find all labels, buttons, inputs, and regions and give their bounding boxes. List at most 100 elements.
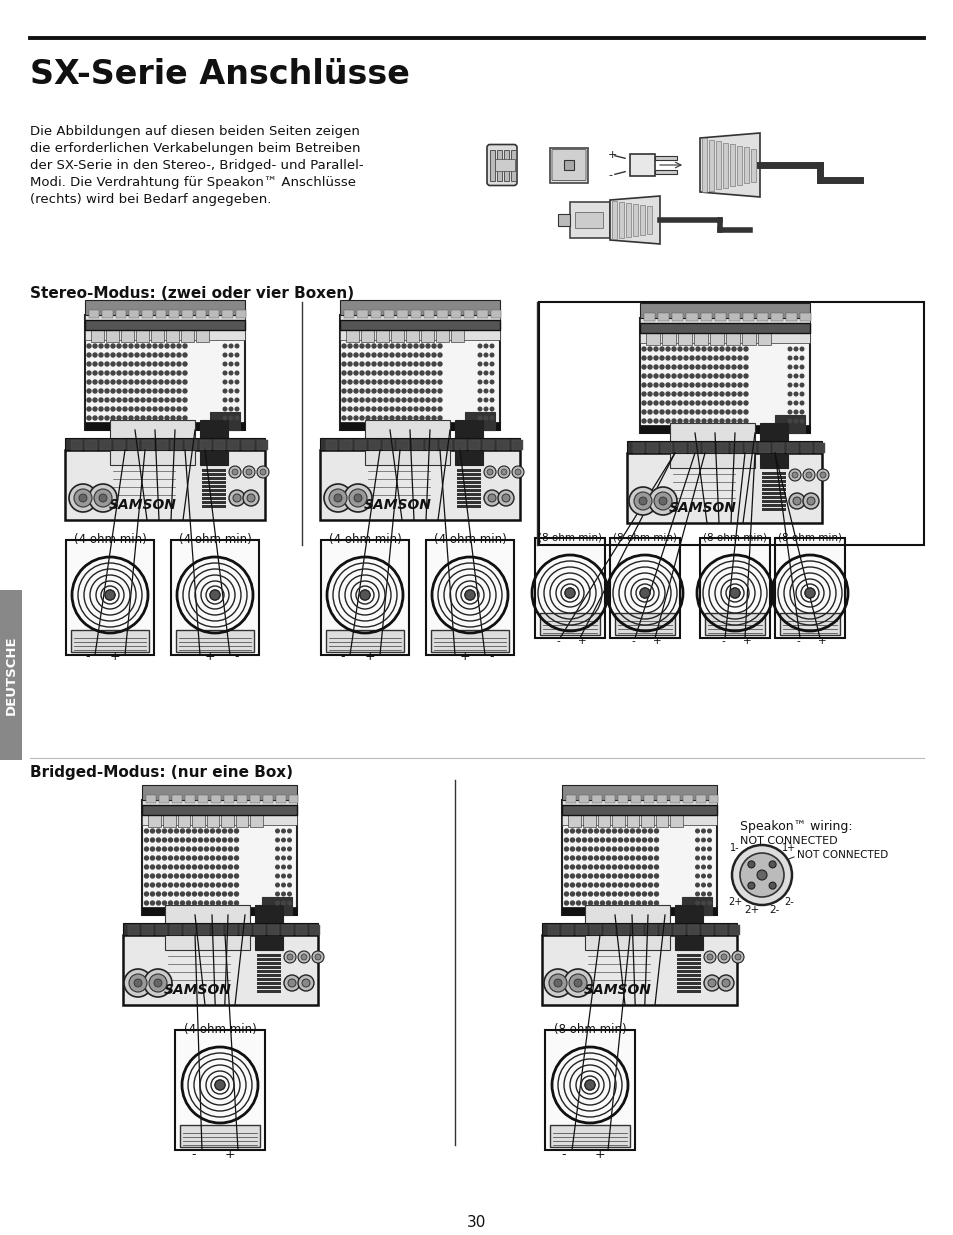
Bar xyxy=(85,320,245,330)
Circle shape xyxy=(654,902,658,905)
Circle shape xyxy=(484,345,487,348)
Circle shape xyxy=(720,953,726,960)
Circle shape xyxy=(648,883,652,887)
Circle shape xyxy=(359,380,364,384)
Circle shape xyxy=(713,410,718,414)
Bar xyxy=(256,990,281,993)
Circle shape xyxy=(235,380,238,384)
Bar xyxy=(319,450,519,520)
Bar xyxy=(319,438,519,450)
Circle shape xyxy=(648,487,677,515)
Bar xyxy=(156,440,168,450)
Circle shape xyxy=(144,892,149,897)
Bar xyxy=(202,501,226,504)
Circle shape xyxy=(229,864,233,869)
Circle shape xyxy=(354,353,357,357)
Bar xyxy=(761,488,785,492)
Circle shape xyxy=(129,416,132,420)
Circle shape xyxy=(198,839,202,842)
Bar xyxy=(85,422,245,430)
Bar xyxy=(615,613,675,635)
Circle shape xyxy=(576,829,579,832)
Circle shape xyxy=(432,362,436,366)
Circle shape xyxy=(426,370,430,375)
Bar xyxy=(281,925,293,935)
Circle shape xyxy=(543,969,572,997)
Circle shape xyxy=(216,883,220,887)
Bar xyxy=(431,630,509,652)
Bar xyxy=(202,485,226,488)
Bar xyxy=(195,310,206,317)
Circle shape xyxy=(256,466,269,478)
Circle shape xyxy=(599,829,604,832)
Circle shape xyxy=(800,383,803,387)
Circle shape xyxy=(204,829,209,832)
Circle shape xyxy=(683,356,687,359)
Bar xyxy=(254,905,283,950)
Circle shape xyxy=(234,839,238,842)
Circle shape xyxy=(683,374,687,378)
Circle shape xyxy=(349,489,367,508)
Circle shape xyxy=(395,380,399,384)
Circle shape xyxy=(570,839,574,842)
Circle shape xyxy=(235,389,238,393)
Circle shape xyxy=(408,389,412,393)
Circle shape xyxy=(588,883,592,887)
Bar xyxy=(582,806,595,827)
Circle shape xyxy=(665,383,669,387)
Circle shape xyxy=(738,374,741,378)
Circle shape xyxy=(156,883,160,887)
Circle shape xyxy=(641,366,645,369)
Circle shape xyxy=(707,839,711,842)
Circle shape xyxy=(151,829,154,832)
Bar xyxy=(814,443,824,453)
Circle shape xyxy=(630,864,634,869)
Bar xyxy=(688,443,700,453)
Circle shape xyxy=(99,389,103,393)
Circle shape xyxy=(606,856,610,860)
Circle shape xyxy=(701,410,705,414)
Circle shape xyxy=(390,408,394,411)
Bar xyxy=(490,149,495,180)
Circle shape xyxy=(288,883,291,887)
Circle shape xyxy=(630,902,634,905)
Circle shape xyxy=(419,380,423,384)
Circle shape xyxy=(484,362,487,366)
Circle shape xyxy=(180,892,184,897)
Circle shape xyxy=(214,1079,225,1091)
Circle shape xyxy=(793,410,797,414)
Circle shape xyxy=(144,883,149,887)
Circle shape xyxy=(564,874,568,878)
Circle shape xyxy=(344,484,372,513)
Circle shape xyxy=(401,353,406,357)
Text: +: + xyxy=(741,636,751,646)
Circle shape xyxy=(768,882,776,889)
Bar xyxy=(562,800,717,915)
Bar xyxy=(785,312,796,321)
Circle shape xyxy=(229,847,233,851)
Circle shape xyxy=(800,374,803,378)
Circle shape xyxy=(665,401,669,405)
Circle shape xyxy=(630,847,634,851)
Circle shape xyxy=(159,398,163,403)
Text: NOT CONNECTED: NOT CONNECTED xyxy=(796,850,887,860)
Bar xyxy=(456,477,480,480)
Bar xyxy=(171,440,182,450)
Circle shape xyxy=(216,874,220,878)
Circle shape xyxy=(180,829,184,832)
Circle shape xyxy=(484,389,487,393)
Circle shape xyxy=(408,345,412,348)
Circle shape xyxy=(288,839,291,842)
Circle shape xyxy=(156,829,160,832)
Circle shape xyxy=(174,829,178,832)
Bar xyxy=(639,303,809,317)
Bar xyxy=(774,415,804,433)
Text: (8 ohm min): (8 ohm min) xyxy=(778,534,841,543)
Bar xyxy=(166,322,179,342)
Bar xyxy=(295,925,306,935)
Bar xyxy=(618,203,623,238)
Bar xyxy=(563,161,574,170)
Circle shape xyxy=(606,874,610,878)
Bar xyxy=(681,897,712,915)
Circle shape xyxy=(599,883,604,887)
